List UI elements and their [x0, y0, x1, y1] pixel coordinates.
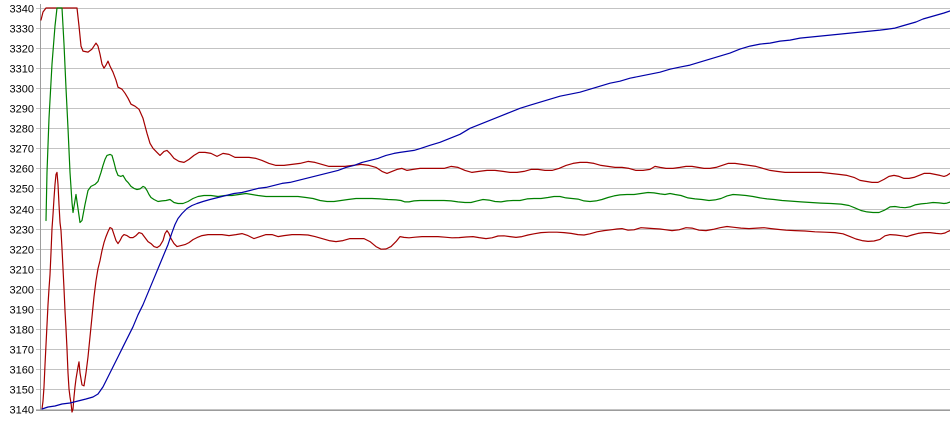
y-axis-label: 3250 — [10, 184, 34, 196]
series-middle-line — [45, 7, 950, 224]
y-axis-label: 3140 — [10, 405, 34, 417]
y-axis-label: 3330 — [10, 24, 34, 36]
y-axis-label: 3300 — [10, 84, 34, 96]
series-rising-trend-line — [41, 10, 950, 410]
y-axis-label: 3310 — [10, 64, 34, 76]
y-axis-label: 3260 — [10, 164, 34, 176]
y-axis-label: 3160 — [10, 365, 34, 377]
y-axis-label: 3270 — [10, 144, 34, 156]
y-axis-label: 3220 — [10, 245, 34, 257]
gridlines — [36, 8, 950, 410]
y-axis-label: 3290 — [10, 104, 34, 116]
y-axis-label: 3210 — [10, 265, 34, 277]
y-axis-label: 3340 — [10, 4, 34, 16]
y-axis-label: 3190 — [10, 305, 34, 317]
y-axis-labels: 3340 3330 3320 3310 3300 3290 3280 3270 3260 3250… — [10, 4, 34, 417]
series-lower-band-line — [41, 171, 950, 413]
y-axis-label: 3280 — [10, 124, 34, 136]
y-axis-label: 3170 — [10, 345, 34, 357]
y-axis-label: 3180 — [10, 325, 34, 337]
y-axis-label: 3230 — [10, 225, 34, 237]
y-axis-label: 3200 — [10, 285, 34, 297]
y-axis-label: 3320 — [10, 44, 34, 56]
y-axis-label: 3150 — [10, 385, 34, 397]
y-axis — [36, 4, 950, 411]
series-lines — [40, 7, 950, 413]
y-axis-label: 3240 — [10, 205, 34, 217]
series-upper-band-line — [40, 7, 950, 183]
